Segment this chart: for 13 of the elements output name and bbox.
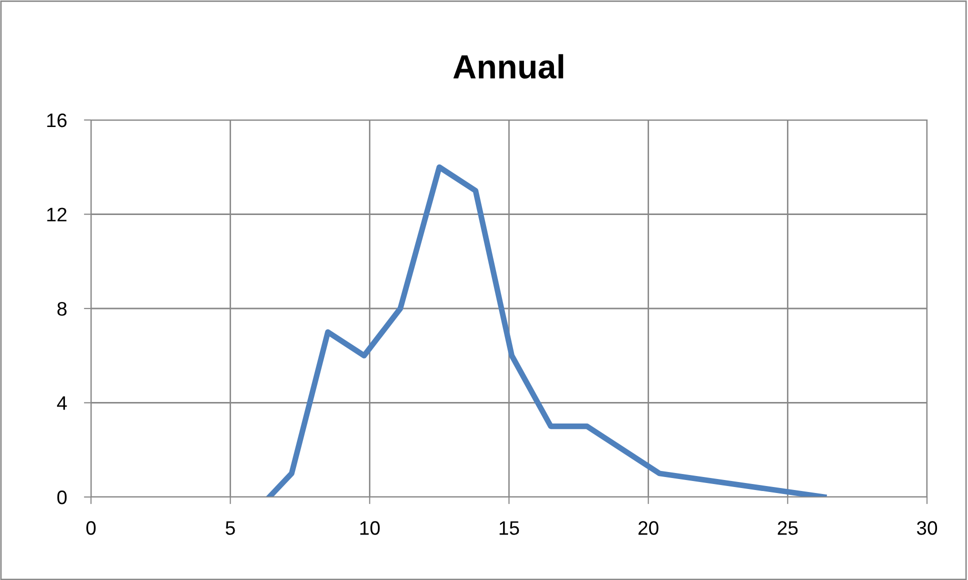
x-tick-label: 5 (226, 521, 235, 535)
chart-title: Annual (453, 54, 564, 79)
x-tick-label: 30 (916, 521, 938, 535)
x-tick-label: 20 (638, 521, 658, 535)
x-tick-label: 0 (86, 521, 96, 535)
y-tick-label: 8 (57, 302, 67, 316)
y-tick-label: 4 (57, 396, 67, 410)
y-tick-label: 12 (47, 208, 66, 222)
x-tick-label: 15 (500, 521, 519, 535)
y-tick-label: 0 (57, 490, 67, 504)
x-tick-label: 10 (360, 521, 380, 535)
x-tick-label: 25 (778, 521, 798, 535)
y-tick-label: 16 (47, 113, 67, 128)
